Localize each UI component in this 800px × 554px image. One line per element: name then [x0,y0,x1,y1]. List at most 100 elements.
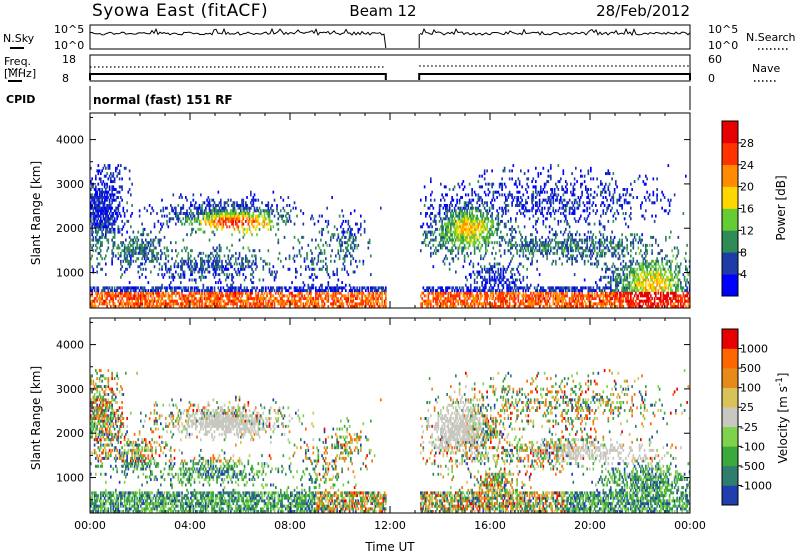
scatter-cell [536,230,538,234]
scatter-cell [207,297,210,301]
scatter-cell [466,217,468,221]
scatter-cell [332,286,335,290]
scatter-cell [95,227,97,231]
scatter-cell [141,286,143,290]
scatter-cell [130,291,132,295]
scatter-cell [105,222,107,226]
scatter-cell [497,305,500,308]
scatter-cell [145,302,147,306]
scatter-cell [532,214,535,218]
scatter-cell [112,246,115,250]
scatter-cell [495,291,497,295]
nsky-tick-low: 10^0 [54,39,84,52]
scatter-cell [292,257,295,261]
scatter-cell [151,254,153,258]
scatter-cell [103,193,106,197]
scatter-cell [458,206,461,210]
scatter-cell [473,241,476,245]
scatter-cell [461,196,463,199]
scatter-cell [546,305,548,308]
scatter-cell [133,291,136,295]
scatter-cell [435,214,437,218]
scatter-cell [246,257,248,261]
scatter-cell [113,198,116,202]
scatter-cell [105,219,107,223]
scatter-cell [191,294,193,298]
scatter-cell [547,196,550,199]
scatter-cell [316,297,318,301]
scatter-cell [151,257,153,261]
scatter-cell [258,289,261,293]
scatter-cell [261,297,263,301]
scatter-cell [468,235,471,239]
scatter-cell [251,198,253,202]
scatter-cell [495,217,497,221]
scatter-cell [372,294,375,298]
scatter-cell [346,302,348,306]
scatter-cell [161,283,163,287]
scatter-cell [106,214,108,218]
scatter-cell [443,198,446,202]
scatter-cell [208,297,211,301]
scatter-cell [516,267,518,271]
scatter-cell [543,206,546,210]
scatter-cell [130,254,132,258]
scatter-cell [490,214,492,218]
scatter-cell [511,286,513,290]
scatter-cell [466,219,468,223]
scatter-cell [496,275,498,279]
scatter-cell [527,249,530,253]
scatter-cell [155,305,157,308]
scatter-cell [177,204,180,207]
scatter-cell [538,193,541,197]
scatter-cell [462,214,465,218]
scatter-cell [237,270,240,274]
scatter-cell [526,305,528,308]
scatter-cell [198,212,201,215]
scatter-cell [450,299,452,303]
scatter-cell [242,273,245,277]
scatter-cell [462,233,465,237]
scatter-cell [97,182,100,186]
scatter-cell [507,249,510,253]
scatter-cell [463,235,466,239]
scatter-cell [278,214,281,218]
scatter-cell [191,265,193,269]
scatter-cell [190,286,192,290]
scatter-cell [436,291,438,295]
scatter-cell [310,297,312,301]
scatter-cell [507,196,510,199]
scatter-cell [111,217,113,221]
scatter-cell [337,286,340,290]
scatter-cell [531,201,533,205]
scatter-cell [471,217,473,221]
scatter-cell [476,286,478,290]
scatter-cell [545,182,547,186]
scatter-cell [505,212,507,215]
scatter-cell [233,201,236,205]
scatter-cell [116,196,118,199]
scatter-cell [497,270,500,274]
scatter-cell [243,305,246,308]
scatter-cell [205,254,207,258]
scatter-cell [91,305,93,308]
scatter-cell [96,289,98,293]
scatter-cell [237,286,240,290]
scatter-cell [517,204,520,207]
scatter-cell [91,196,93,199]
scatter-cell [465,275,467,279]
scatter-cell [471,222,473,226]
scatter-cell [112,180,115,184]
scatter-cell [226,214,228,218]
scatter-cell [231,289,233,293]
scatter-cell [502,209,505,213]
scatter-cell [381,299,383,303]
scatter-cell [97,305,100,308]
scatter-cell [558,257,561,261]
scatter-cell [501,291,503,295]
scatter-cell [446,302,448,306]
scatter-cell [246,196,248,199]
scatter-cell [445,254,447,258]
scatter-cell [208,212,211,215]
